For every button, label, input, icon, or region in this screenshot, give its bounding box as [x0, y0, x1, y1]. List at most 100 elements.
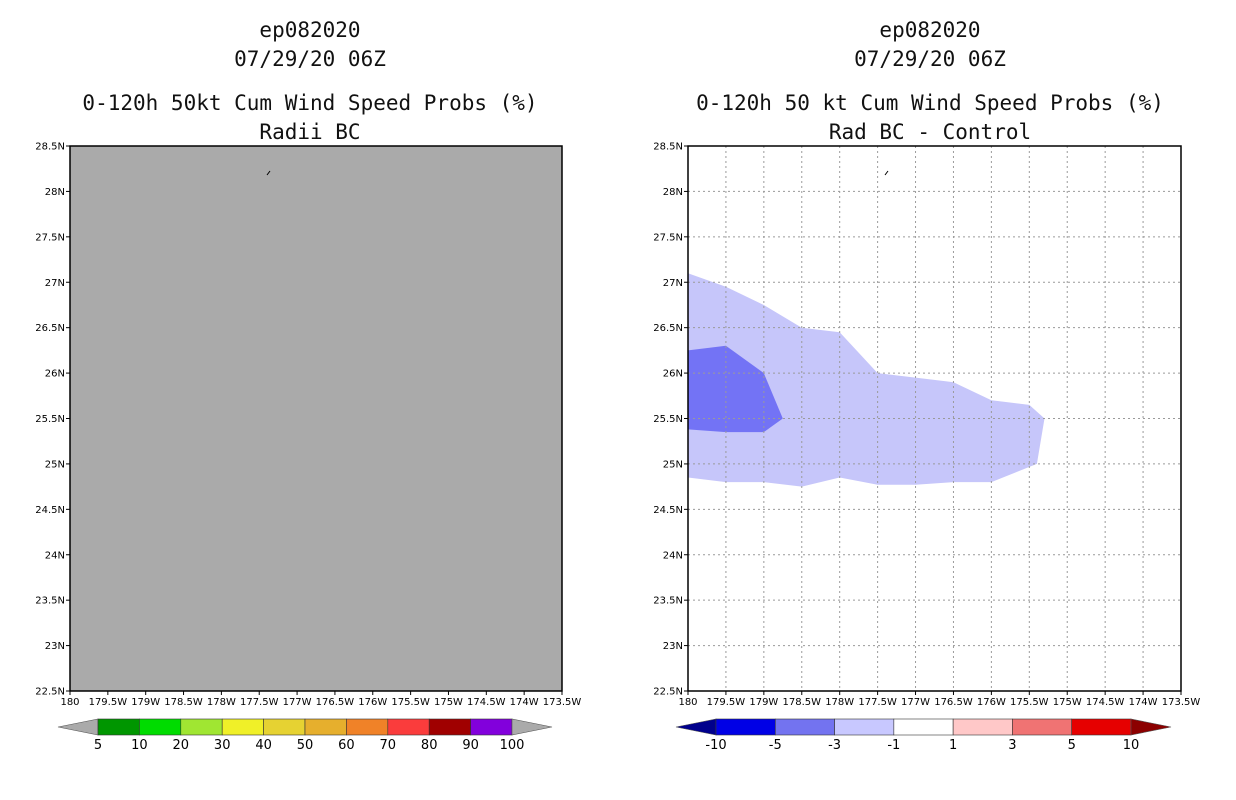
left-colorbar-swatch: [346, 718, 389, 736]
left-colorbar-swatch: [139, 718, 182, 736]
left-y-tick-label: 26N: [45, 369, 65, 380]
left-colorbar-label: 5: [94, 738, 102, 753]
left-colorbar-swatch: [97, 718, 140, 736]
left-colorbar-swatch: [180, 718, 223, 736]
left-colorbar-swatch: [304, 718, 347, 736]
right-y-tick-label: 24.5N: [653, 505, 683, 516]
right-colorbar-swatch: [952, 718, 1013, 736]
left-colorbar-label: 20: [173, 738, 190, 753]
right-x-tick-label: 175.5W: [1010, 697, 1049, 708]
right-colorbar-label: -3: [828, 738, 841, 753]
left-x-tick-label: 178W: [207, 697, 236, 708]
left-colorbar-label: 70: [380, 738, 397, 753]
right-y-tick-label: 26.5N: [653, 323, 683, 334]
left-colorbar-label: 10: [131, 738, 148, 753]
right-subtitle: Rad BC - Control: [828, 120, 1032, 144]
left-y-tick-label: 25.5N: [35, 414, 65, 425]
right-colorbar-label: 10: [1123, 738, 1140, 753]
left-x-tick-label: 180: [60, 697, 79, 708]
left-y-tick-label: 27.5N: [35, 232, 65, 243]
right-y-tick-label: 24N: [663, 550, 683, 561]
left-subtitle: Radii BC: [259, 120, 361, 144]
right-y-tick-label: 26N: [663, 369, 683, 380]
left-x-tick-label: 176W: [358, 697, 387, 708]
right-x-tick-label: 179.5W: [707, 697, 746, 708]
right-x-tick-label: 173.5W: [1162, 697, 1201, 708]
left-colorbar-label: 100: [500, 738, 525, 753]
right-x-tick-label: 178.5W: [783, 697, 822, 708]
right-colorbar-label: 1: [949, 738, 957, 753]
right-island-mark: [884, 170, 889, 176]
left-colorbar-label: 40: [255, 738, 272, 753]
right-colorbar-label: -10: [705, 738, 726, 753]
left-colorbar-swatch: [387, 718, 430, 736]
left-map-panel: 180 179.5W 179W 178.5W 178W 177.5W 177W 176.5W 1…: [35, 142, 581, 709]
right-colorbar-swatch: [1071, 718, 1132, 736]
right-colorbar-label: -1: [887, 738, 900, 753]
right-title: 0-120h 50 kt Cum Wind Speed Probs (%): [696, 91, 1164, 115]
right-colorbar-swatch: [715, 718, 776, 736]
right-colorbar-swatch: [774, 718, 835, 736]
right-y-tick-label: 23N: [663, 641, 683, 652]
right-contour-minus-3-to-minus-5: [688, 345, 783, 433]
left-x-tick-label: 178.5W: [164, 697, 203, 708]
left-colorbar-label: 60: [338, 738, 355, 753]
left-colorbar-label: 80: [421, 738, 438, 753]
left-x-tick-label: 174W: [510, 697, 539, 708]
left-x-tick-label: 176.5W: [316, 697, 355, 708]
left-title: 0-120h 50kt Cum Wind Speed Probs (%): [82, 91, 538, 115]
right-map-panel: 180 179.5W 179W 178.5W 178W 177.5W 177W 176.5W 1…: [653, 142, 1200, 709]
right-colorbar-low-end: [675, 718, 717, 736]
left-y-tick-label: 28N: [45, 187, 65, 198]
right-x-tick-label: 174W: [1129, 697, 1158, 708]
left-x-tick-label: 175W: [434, 697, 463, 708]
right-y-tick-label: 25.5N: [653, 414, 683, 425]
left-y-tick-label: 28.5N: [35, 142, 65, 153]
left-colorbar-high-end: [511, 718, 553, 736]
left-x-tick-label: 177W: [283, 697, 312, 708]
left-x-tick-label: 179.5W: [89, 697, 128, 708]
right-y-tick-label: 23.5N: [653, 596, 683, 607]
right-colorbar-label: 5: [1068, 738, 1076, 753]
right-y-tick-label: 25N: [663, 459, 683, 470]
right-x-tick-label: 177.5W: [858, 697, 897, 708]
right-y-tick-label: 28N: [663, 187, 683, 198]
right-y-tick-label: 28.5N: [653, 142, 683, 153]
right-x-tick-label: 179W: [749, 697, 778, 708]
left-colorbar-swatch: [221, 718, 264, 736]
left-x-tick-label: 173.5W: [543, 697, 582, 708]
left-y-tick-label: 23N: [45, 641, 65, 652]
right-x-tick-label: 176.5W: [934, 697, 973, 708]
right-x-tick-label: 177W: [901, 697, 930, 708]
right-y-tick-label: 27N: [663, 278, 683, 289]
left-x-tick-label: 179W: [131, 697, 160, 708]
left-storm-id: ep082020: [259, 18, 361, 42]
right-contour-minus-1-to-minus-3: [688, 273, 1045, 487]
right-x-tick-label: 174.5W: [1086, 697, 1125, 708]
left-y-tick-label: 27N: [45, 278, 65, 289]
left-island-mark: [266, 170, 271, 176]
right-colorbar-label: -5: [769, 738, 782, 753]
right-x-tick-label: 176W: [977, 697, 1006, 708]
right-colorbar-swatch: [834, 718, 895, 736]
right-storm-id: ep082020: [879, 18, 981, 42]
left-x-tick-label: 177.5W: [240, 697, 279, 708]
right-datetime: 07/29/20 06Z: [854, 47, 1006, 71]
right-colorbar-swatch: [893, 718, 954, 736]
left-y-tick-label: 24N: [45, 550, 65, 561]
left-x-tick-label: 174.5W: [467, 697, 506, 708]
right-colorbar-label: 3: [1008, 738, 1016, 753]
left-colorbar: 5 10 20 30 40 50 60 70 80 90 100: [57, 718, 553, 753]
right-x-tick-label: 178W: [825, 697, 854, 708]
left-datetime: 07/29/20 06Z: [234, 47, 386, 71]
left-plot-background: [70, 146, 562, 691]
left-colorbar-swatch: [470, 718, 513, 736]
left-colorbar-swatch: [263, 718, 306, 736]
left-y-tick-label: 23.5N: [35, 596, 65, 607]
left-colorbar-label: 50: [297, 738, 314, 753]
left-x-tick-label: 175.5W: [391, 697, 430, 708]
right-y-tick-label: 27.5N: [653, 232, 683, 243]
left-y-tick-label: 25N: [45, 459, 65, 470]
left-y-tick-label: 24.5N: [35, 505, 65, 516]
